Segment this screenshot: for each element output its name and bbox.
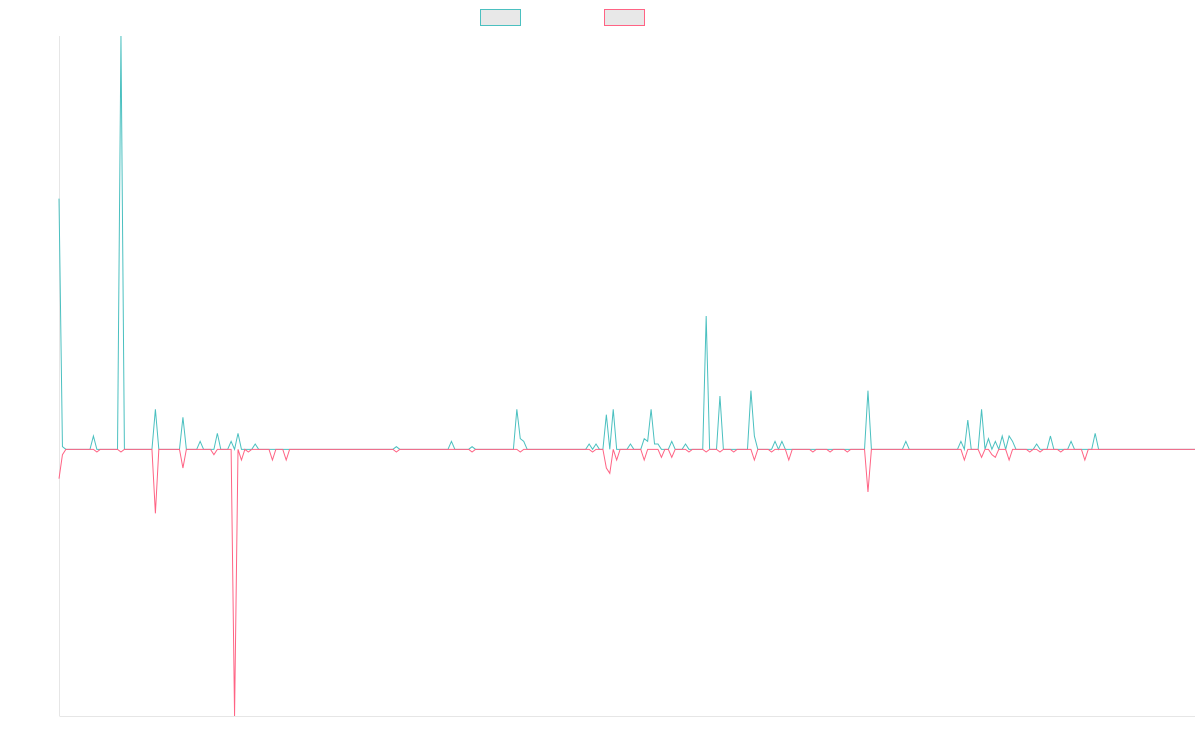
legend (480, 9, 645, 26)
legend-swatch-series-a[interactable] (480, 9, 521, 26)
series-a-line[interactable] (58, 35, 1195, 452)
series-b-line[interactable] (58, 448, 1195, 717)
legend-swatch-series-b[interactable] (604, 9, 645, 26)
series-layer (58, 35, 1195, 717)
